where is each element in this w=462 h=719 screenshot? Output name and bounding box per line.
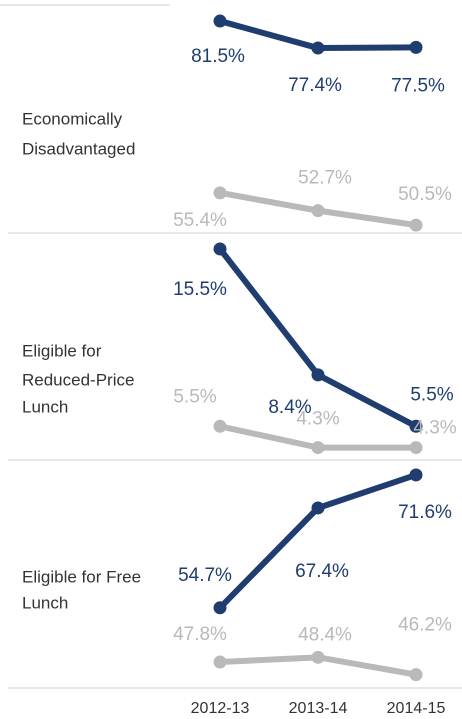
series-line [217,247,418,429]
x-tick-label: 2013-14 [289,700,348,717]
point [311,650,325,664]
point [311,204,325,218]
value-label: 67.4% [295,561,349,582]
panel-label: Lunch [22,593,68,612]
panel-label: Lunch [22,397,68,416]
value-label: 15.5% [173,279,227,300]
point [213,186,227,200]
panel-label: Economically [22,109,123,128]
point [213,14,227,28]
point [311,368,325,382]
point [409,441,423,455]
value-label: 54.7% [178,565,232,586]
series-line [217,472,417,610]
point [311,501,325,515]
value-label: 48.4% [298,624,352,645]
value-label: 4.3% [413,418,456,439]
point [213,601,227,615]
point [409,468,423,482]
x-tick-label: 2014-15 [387,700,446,717]
value-label: 71.6% [398,502,452,523]
value-label: 47.8% [173,624,227,645]
value-label: 81.5% [191,46,245,67]
value-label: 5.5% [173,386,216,407]
point [409,668,423,682]
point [409,40,423,54]
value-label: 77.4% [288,75,342,96]
panel-label: Eligible for [22,341,102,360]
panel-label: Eligible for Free [22,567,141,586]
point [311,41,325,55]
value-label: 5.5% [410,384,453,405]
value-label: 52.7% [298,168,352,189]
value-label: 8.4% [268,397,311,418]
point [311,441,325,455]
value-label: 50.5% [398,184,452,205]
value-label: 4.3% [296,409,339,430]
point [213,655,227,669]
value-label: 77.5% [391,75,445,96]
point [213,242,227,256]
x-tick-label: 2012-13 [191,700,250,717]
panel-label: Disadvantaged [22,139,135,158]
point [409,218,423,232]
point [213,419,227,433]
value-label: 46.2% [398,615,452,636]
value-label: 55.4% [173,210,227,231]
point [409,419,423,433]
panel-label: Reduced-Price [22,370,134,389]
